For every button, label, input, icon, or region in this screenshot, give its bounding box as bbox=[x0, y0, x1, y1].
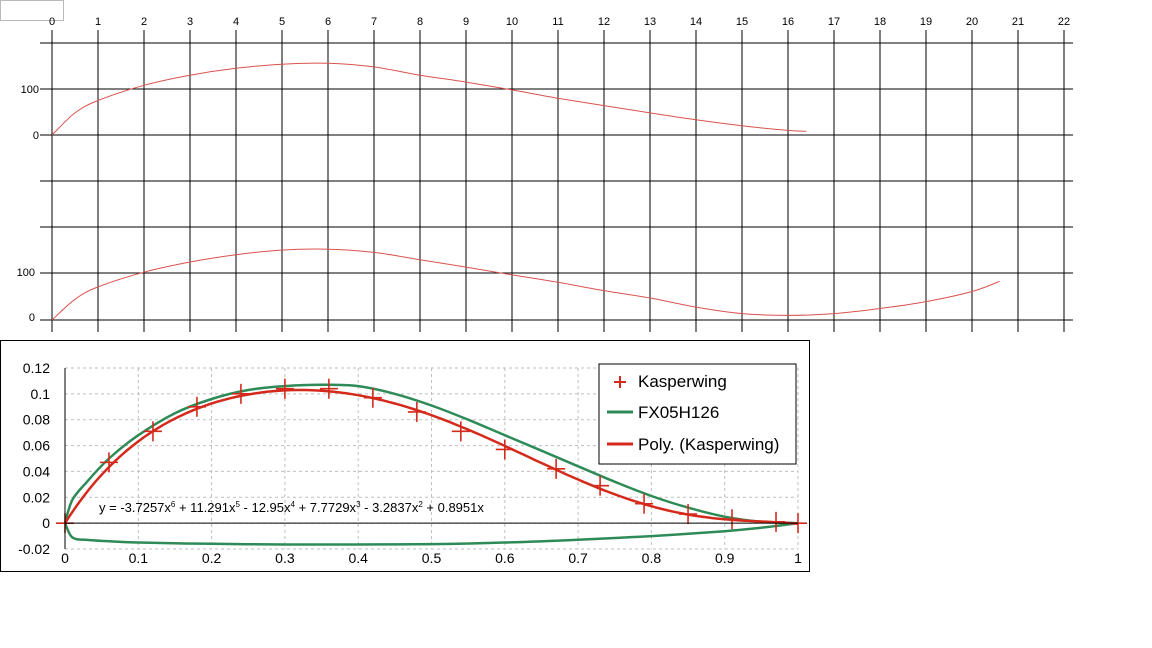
x-tick-label: 0 bbox=[49, 16, 55, 28]
x-tick-label: 1 bbox=[794, 550, 802, 566]
kasperwing-marker bbox=[407, 401, 426, 422]
x-tick-label: 0.5 bbox=[422, 550, 442, 566]
legend: Kasperwing FX05H126 Poly. (Kasperwing) bbox=[598, 363, 797, 465]
y-tick-label: -0.02 bbox=[18, 541, 50, 557]
y-tick-label: 0.04 bbox=[23, 463, 50, 479]
kasperwing-marker bbox=[187, 396, 206, 417]
kasperwing-marker bbox=[451, 421, 470, 442]
y-axis-tick-labels-top-chart: 100 0 bbox=[21, 84, 39, 142]
kasperwing-marker bbox=[275, 378, 294, 399]
x-tick-label: 21 bbox=[1012, 16, 1024, 28]
x-tick-label: 22 bbox=[1058, 16, 1070, 28]
x-tick-label: 17 bbox=[828, 16, 840, 28]
kasperwing-marker bbox=[547, 458, 566, 479]
y-tick-label: 0.06 bbox=[23, 438, 50, 454]
y-tick-label: 0 bbox=[29, 312, 35, 324]
x-tick-label: 14 bbox=[690, 16, 702, 28]
x-tick-label: 8 bbox=[417, 16, 423, 28]
y-tick-label: 100 bbox=[17, 267, 35, 279]
x-tick-label: 0 bbox=[61, 550, 69, 566]
profile-grid-charts: 0 1 2 3 4 5 6 7 8 9 10 11 12 13 14 15 16 17 18 19 20 21 22 100… bbox=[17, 16, 1073, 332]
kasperwing-marker bbox=[319, 378, 338, 399]
x-tick-label: 7 bbox=[371, 16, 377, 28]
profile-curve-bottom bbox=[51, 248, 1000, 321]
x-tick-label: 13 bbox=[644, 16, 656, 28]
x-tick-label: 5 bbox=[279, 16, 285, 28]
fx05h126-lower-line bbox=[63, 521, 799, 546]
legend-label-poly-kasperwing: Poly. (Kasperwing) bbox=[638, 435, 779, 454]
x-tick-label: 10 bbox=[506, 16, 518, 28]
kasperwing-marker bbox=[635, 493, 654, 514]
x-axis-tick-labels: 0 1 2 3 4 5 6 7 8 9 10 11 12 13 14 15 16 17 18 19 20 21 22 bbox=[49, 16, 1070, 28]
y-tick-label: 0.08 bbox=[23, 412, 50, 428]
x-tick-label: 0.1 bbox=[129, 550, 149, 566]
x-axis-tick-labels: 0 0.1 0.2 0.3 0.4 0.5 0.6 0.7 0.8 0.9 1 bbox=[61, 550, 802, 566]
x-tick-label: 19 bbox=[920, 16, 932, 28]
x-tick-label: 0.6 bbox=[495, 550, 515, 566]
x-tick-label: 18 bbox=[874, 16, 886, 28]
legend-marker-kasperwing bbox=[614, 376, 626, 388]
kasperwing-marker bbox=[231, 383, 250, 404]
grid-lines bbox=[40, 30, 1073, 332]
legend-box bbox=[598, 363, 797, 465]
x-tick-label: 12 bbox=[598, 16, 610, 28]
legend-label-kasperwing: Kasperwing bbox=[638, 372, 727, 391]
x-tick-label: 9 bbox=[463, 16, 469, 28]
x-tick-label: 0.9 bbox=[715, 550, 735, 566]
x-tick-label: 0.2 bbox=[202, 550, 222, 566]
x-tick-label: 16 bbox=[782, 16, 794, 28]
corner-cell[interactable] bbox=[0, 0, 64, 21]
y-axis-tick-labels: 0.12 0.1 0.08 0.06 0.04 0.02 0 -0.02 bbox=[18, 360, 50, 557]
x-tick-label: 4 bbox=[233, 16, 239, 28]
profile-curve-top bbox=[51, 62, 807, 136]
x-tick-label: 0.3 bbox=[275, 550, 295, 566]
x-tick-label: 2 bbox=[141, 16, 147, 28]
kasperwing-marker bbox=[591, 475, 610, 496]
y-tick-label: 0 bbox=[33, 130, 39, 142]
poly-kasperwing-line bbox=[63, 388, 799, 525]
kasperwing-marker bbox=[143, 421, 162, 442]
kasperwing-marker bbox=[99, 452, 118, 473]
y-tick-label: 0.1 bbox=[31, 386, 51, 402]
kasperwing-marker bbox=[767, 511, 786, 532]
kasperwing-marker bbox=[723, 509, 742, 530]
y-axis-tick-labels-bottom-chart: 100 0 bbox=[17, 267, 35, 324]
y-tick-label: 0 bbox=[42, 515, 50, 531]
x-tick-label: 1 bbox=[95, 16, 101, 28]
x-tick-label: 0.8 bbox=[642, 550, 662, 566]
x-tick-label: 3 bbox=[187, 16, 193, 28]
kasperwing-marker bbox=[495, 439, 514, 460]
trendline-equation: y = -3.7257x6 + 11.291x5 - 12.95x4 + 7.7… bbox=[99, 500, 484, 515]
fx05h126-upper-line bbox=[63, 383, 799, 525]
y-tick-label: 100 bbox=[21, 84, 39, 96]
x-tick-label: 15 bbox=[736, 16, 748, 28]
x-tick-label: 11 bbox=[552, 16, 563, 28]
kasperwing-marker bbox=[363, 387, 382, 408]
legend-label-fx05h126: FX05H126 bbox=[638, 403, 719, 422]
kasperwing-marker bbox=[679, 504, 698, 525]
x-tick-label: 20 bbox=[966, 16, 978, 28]
x-tick-label: 0.4 bbox=[348, 550, 368, 566]
airfoil-chart-frame: 0.12 0.1 0.08 0.06 0.04 0.02 0 -0.02 0 0.1 0.2 0.3… bbox=[0, 340, 810, 572]
x-tick-label: 6 bbox=[325, 16, 331, 28]
kasperwing-markers bbox=[56, 378, 807, 534]
y-tick-label: 0.12 bbox=[23, 360, 50, 376]
y-tick-label: 0.02 bbox=[23, 489, 50, 505]
x-tick-label: 0.7 bbox=[568, 550, 588, 566]
airfoil-chart: 0.12 0.1 0.08 0.06 0.04 0.02 0 -0.02 0 0.1 0.2 0.3… bbox=[18, 360, 807, 566]
